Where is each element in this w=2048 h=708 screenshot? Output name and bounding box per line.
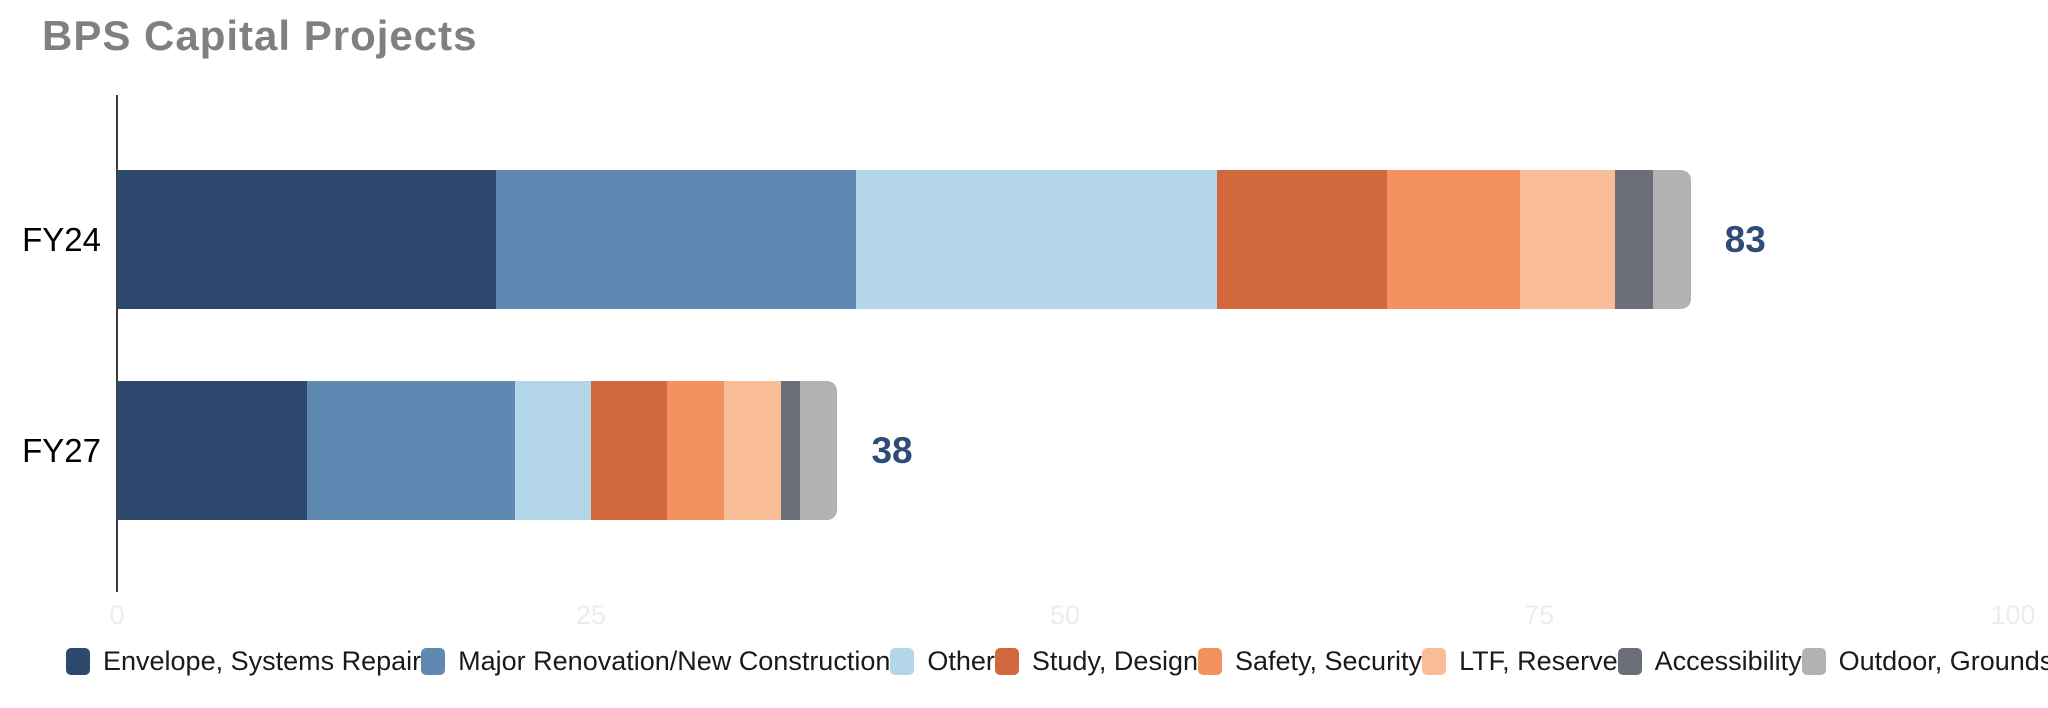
- x-tick-label: 75: [1523, 600, 1555, 630]
- legend-item: Study, Design: [994, 645, 1198, 677]
- legend-item: Outdoor, Grounds: [1801, 645, 2048, 677]
- stacked-bar-fy27: [117, 381, 838, 520]
- legend-swatch-icon: [421, 647, 446, 675]
- y-axis-line: [116, 95, 118, 592]
- bar-segment: [590, 381, 667, 520]
- bar-segment: [1614, 170, 1653, 309]
- legend-item: Envelope, Systems Repair: [66, 646, 421, 677]
- stacked-bar-fy24: [117, 170, 1691, 309]
- legend-label: Safety, Security: [1234, 645, 1423, 676]
- legend-label: Accessibility: [1654, 645, 1802, 676]
- legend-item: Safety, Security: [1197, 645, 1423, 677]
- legend-item: Other: [890, 646, 995, 677]
- x-tick-label: 25: [575, 600, 607, 630]
- bar-segment: [117, 381, 307, 520]
- legend-swatch-icon: [1801, 647, 1826, 675]
- bar-segment: [780, 381, 800, 520]
- legend-swatch-icon: [1197, 647, 1222, 675]
- legend-swatch-icon: [1617, 647, 1642, 675]
- bar-segment: [515, 381, 591, 520]
- x-axis-ticks: 0 25 50 75 100: [0, 600, 2048, 632]
- legend-label: Outdoor, Grounds: [1838, 645, 2048, 676]
- bar-segment: [306, 381, 516, 520]
- legend-item: Major Renovation/New Construction: [421, 646, 890, 677]
- total-label: 38: [871, 429, 913, 471]
- legend-swatch-icon: [994, 647, 1019, 675]
- legend-label: Other: [927, 645, 995, 676]
- x-tick-label: 100: [1990, 600, 2036, 630]
- bar-segment: [496, 170, 857, 309]
- legend-swatch-icon: [1422, 647, 1447, 675]
- legend-label: Major Renovation/New Construction: [458, 645, 891, 676]
- legend-swatch-icon: [890, 647, 915, 675]
- legend-label: Study, Design: [1031, 645, 1198, 676]
- bar-segment: [799, 381, 838, 520]
- x-tick-label: 50: [1049, 600, 1081, 630]
- chart-title: BPS Capital Projects: [42, 12, 478, 59]
- bar-segment: [1520, 170, 1615, 309]
- bar-segment: [723, 381, 781, 520]
- category-label: FY24: [22, 220, 101, 258]
- bar-segment: [856, 170, 1217, 309]
- total-label: 83: [1724, 218, 1766, 260]
- bar-segment: [1652, 170, 1691, 309]
- legend-swatch-icon: [66, 647, 90, 675]
- legend: Envelope, Systems Repair Major Renovation…: [0, 644, 2048, 678]
- bar-segment: [1216, 170, 1388, 309]
- bar-row-fy24: FY24 83: [0, 170, 2048, 309]
- legend-label: Envelope, Systems Repair: [103, 645, 422, 676]
- bar-segment: [1387, 170, 1520, 309]
- bar-row-fy27: FY27 38: [0, 381, 2048, 520]
- category-label: FY27: [22, 431, 101, 469]
- legend-item: LTF, Reserve: [1422, 646, 1618, 677]
- legend-label: LTF, Reserve: [1459, 645, 1618, 676]
- bar-segment: [117, 170, 497, 309]
- x-tick-label: 0: [109, 600, 125, 630]
- bar-segment: [666, 381, 724, 520]
- legend-item: Accessibility: [1617, 645, 1802, 677]
